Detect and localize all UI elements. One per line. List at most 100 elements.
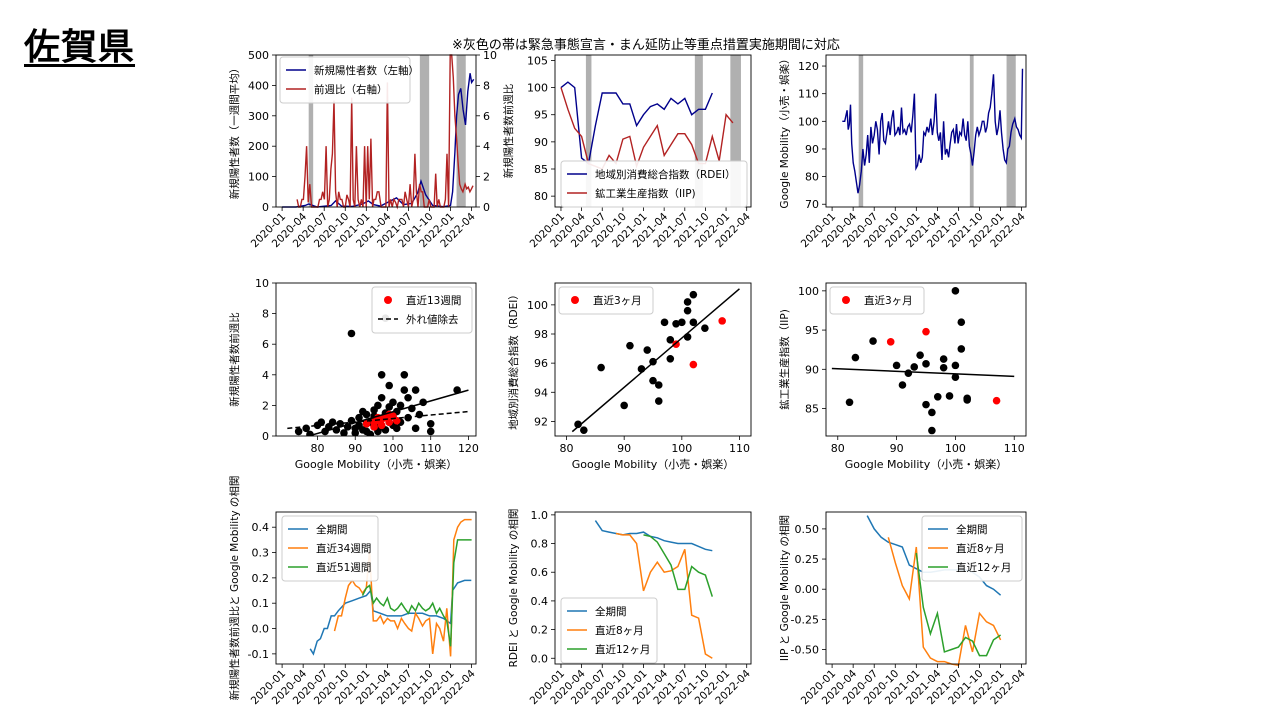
y-tick-label: 90: [534, 136, 548, 149]
scatter-point: [951, 373, 960, 381]
scatter-point: [654, 397, 663, 405]
series-line-3: [915, 552, 1002, 657]
scatter-point: [294, 427, 303, 436]
scatter-point: [689, 318, 698, 327]
y-tick-label: 0.8: [531, 538, 549, 551]
series-line-1: [560, 81, 713, 165]
series-line-2: [615, 532, 713, 659]
scatter-point: [951, 361, 960, 370]
y-axis-label: 新規陽性者数前週比: [502, 84, 515, 179]
y-tick-label: 8: [483, 79, 490, 92]
x-tick-label: 100: [945, 442, 966, 455]
x-tick-label: 80: [311, 442, 325, 455]
y-tick-label: 100: [798, 285, 819, 298]
scatter-point: [869, 337, 877, 345]
legend-label: 新規陽性者数（左軸）: [314, 64, 419, 77]
legend-label: 前週比（右軸）: [314, 83, 388, 96]
scatter-point: [392, 424, 401, 433]
legend-label: 直近12ヶ月: [595, 643, 650, 656]
y-tick-label: -0.1: [248, 648, 269, 661]
y-axis-label: RDEI と Google Mobility の相関: [507, 509, 520, 668]
y-tick-label: 100: [798, 115, 819, 128]
y-tick-label: 70: [805, 198, 819, 211]
y-axis-label: IIP と Google Mobility の相関: [778, 515, 791, 661]
x-tick-label: 110: [420, 442, 441, 455]
emergency-period-band: [585, 55, 592, 207]
legend-label: 直近51週間: [316, 561, 371, 574]
scatter-point: [922, 400, 930, 409]
x-tick-label: 80: [831, 442, 845, 455]
scatter-point: [415, 410, 424, 419]
fit-line: [831, 367, 1015, 378]
y-tick-label: 0.00: [795, 583, 820, 596]
scatter-point: [928, 408, 936, 417]
scatter-point-recent: [886, 338, 895, 346]
scatter-point: [851, 353, 860, 362]
scatter-point: [426, 427, 435, 436]
y-tick-label: 0.25: [795, 553, 820, 566]
y-tick-label: 92: [534, 415, 548, 428]
slide-title: 佐賀県: [24, 27, 136, 68]
x-axis-label: Google Mobility（小売・娯楽）: [295, 457, 457, 471]
y-axis-label: 新規陽性者数（一週間平均）: [228, 63, 241, 200]
legend-box: [371, 286, 473, 334]
y-tick-label: 110: [798, 88, 819, 101]
y-tick-label: 85: [534, 163, 548, 176]
scatter-point: [580, 426, 588, 434]
scatter-point: [963, 396, 971, 404]
emergency-period-band: [969, 55, 974, 207]
y-tick-label: 2: [262, 399, 269, 412]
y-tick-label: 100: [248, 171, 269, 184]
plot-frame: [554, 511, 752, 665]
legend-label: 直近12ヶ月: [956, 561, 1011, 574]
y-tick-label: -0.25: [791, 613, 819, 626]
y-tick-label: 94: [534, 386, 548, 399]
scatter-point: [317, 418, 326, 427]
scatter-point: [939, 363, 948, 372]
chart-new-cases: 0 100 200 300 400 500 0 2 4 6 8 10 新規陽性者数（一週間平均） 新規陽性…: [228, 49, 515, 250]
x-tick-label: 90: [890, 442, 904, 455]
y-tick-label: 0.4: [531, 595, 549, 608]
emergency-period-band: [419, 55, 430, 207]
series-line-3: [361, 539, 472, 647]
scatter-point: [400, 386, 409, 394]
series-line-1: [282, 73, 475, 208]
legend-box: [558, 286, 654, 315]
scatter-point-recent: [689, 360, 698, 369]
emergency-period-band: [308, 55, 314, 207]
scatter-point: [347, 329, 356, 338]
scatter-point: [366, 430, 375, 436]
legend-marker: [384, 296, 392, 304]
scatter-point: [939, 355, 948, 363]
legend-label: 全期間: [316, 523, 348, 536]
scatter-point: [689, 290, 698, 299]
scatter-point: [683, 298, 692, 306]
y-tick-label: 98: [534, 328, 548, 341]
y-tick-label: 0.0: [252, 623, 270, 636]
scatter-point-recent: [992, 396, 1001, 405]
legend-box: [279, 56, 411, 104]
scatter-point: [385, 381, 394, 390]
scatter-point-recent: [718, 317, 726, 325]
scatter-point: [928, 426, 936, 435]
plot-frame: [275, 282, 477, 437]
y-tick-label: 105: [527, 54, 548, 67]
legend-label: 直近34週間: [316, 542, 371, 555]
scatter-point: [351, 429, 360, 436]
y-tick-label: 80: [534, 190, 548, 203]
scatter-point-recent: [922, 327, 930, 336]
scatter-point: [362, 410, 371, 419]
chart-scatter-rdei-mobility: 92 94 96 98 100 80 90 100 110 Google Mobility（小売・…: [507, 282, 752, 471]
scatter-point: [389, 398, 397, 407]
x-tick-label: 80: [560, 442, 574, 455]
scatter-point: [620, 401, 628, 410]
y-tick-label: 200: [248, 140, 269, 153]
y-tick-label: 8: [262, 308, 269, 321]
figure-note: ※灰色の帯は緊急事態宣言・まん延防止等重点措置実施期間に対応: [452, 38, 840, 53]
plot-area: [571, 288, 740, 434]
y-tick-label: 120: [798, 60, 819, 73]
plot-frame: [825, 282, 1027, 437]
y-tick-label: 4: [262, 369, 269, 382]
legend-box: [560, 597, 658, 664]
